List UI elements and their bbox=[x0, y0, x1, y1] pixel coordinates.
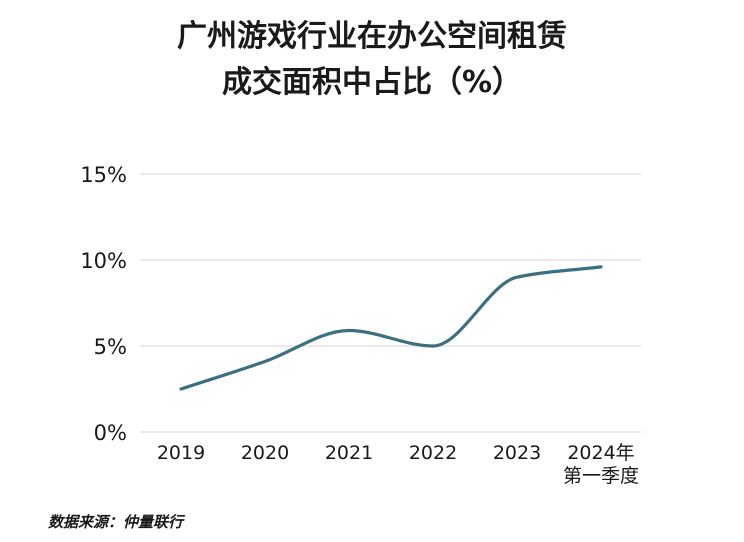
y-tick-label: 10% bbox=[80, 249, 127, 273]
x-tick-label: 2019 bbox=[157, 442, 205, 464]
x-tick-label: 2021 bbox=[325, 442, 373, 464]
chart-title: 广州游戏行业在办公空间租赁 成交面积中占比（%） bbox=[0, 14, 744, 106]
y-tick-label: 0% bbox=[94, 421, 127, 445]
y-tick-label: 5% bbox=[94, 335, 127, 359]
chart-title-line-2: 成交面积中占比（%） bbox=[221, 65, 523, 100]
x-tick-label: 2024年第一季度 bbox=[563, 442, 639, 487]
y-tick-label: 15% bbox=[80, 163, 127, 187]
x-tick-label: 2022 bbox=[409, 442, 457, 464]
x-tick-label: 2020 bbox=[241, 442, 289, 464]
series-line bbox=[179, 265, 603, 391]
source-note: 数据来源：仲量联行 bbox=[48, 513, 184, 531]
x-tick-label: 2023 bbox=[493, 442, 541, 464]
chart-title-line-1: 广州游戏行业在办公空间租赁 bbox=[177, 19, 567, 54]
